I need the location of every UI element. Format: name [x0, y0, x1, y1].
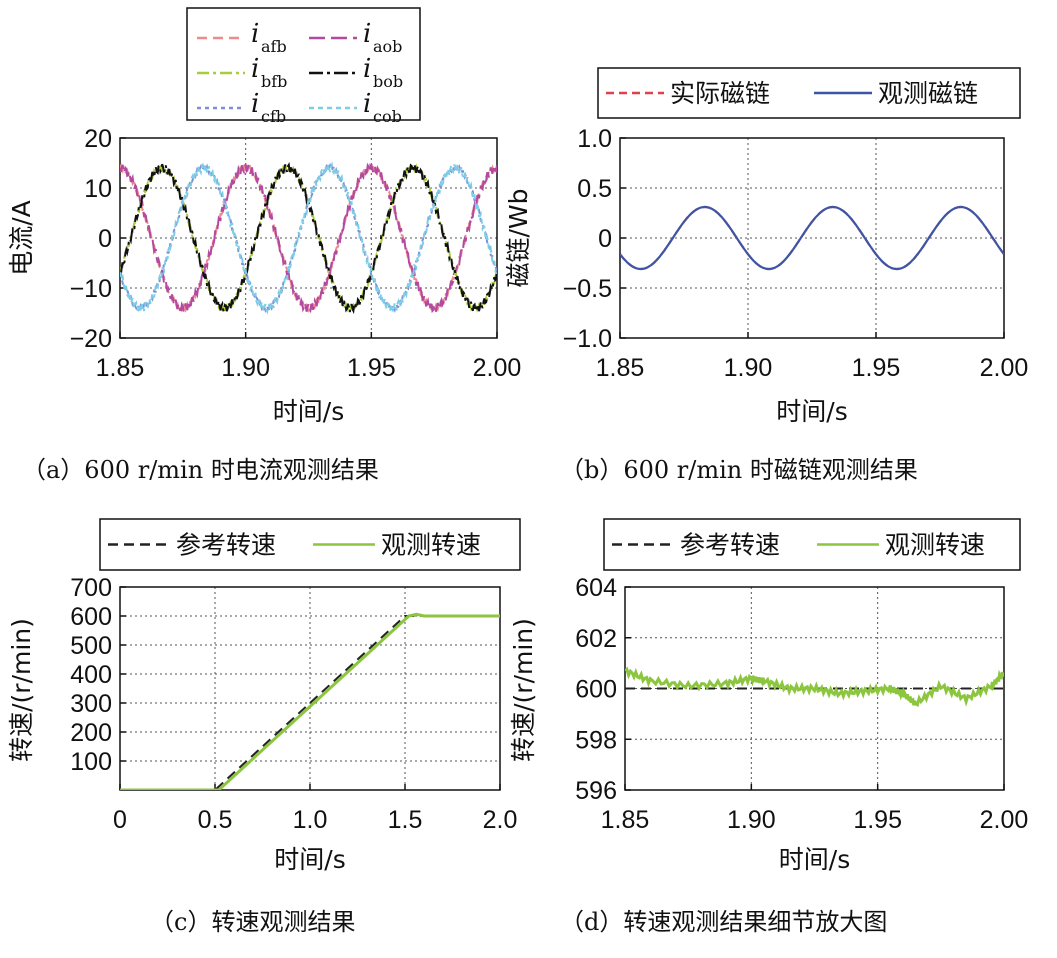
y-tick-label: −10 — [70, 275, 112, 303]
y-axis-label: 磁链/Wb — [504, 188, 533, 287]
x-tick-label: 0 — [113, 806, 127, 834]
x-tick-label: 1.0 — [293, 806, 328, 834]
legend-box — [597, 67, 1021, 119]
y-tick-label: 600 — [575, 676, 617, 704]
legend-box — [99, 518, 521, 571]
legend-label: i — [251, 89, 259, 119]
y-tick-label: 604 — [575, 574, 617, 602]
y-tick-label: 0 — [98, 225, 112, 253]
x-tick-label: 1.95 — [852, 354, 901, 382]
series-line-1 — [625, 666, 1004, 708]
panel-caption: （d）转速观测结果细节放大图 — [560, 908, 887, 936]
legend-label: 实际磁链 — [670, 79, 770, 108]
legend-label: 参考转速 — [680, 531, 780, 560]
legend-label: i — [251, 19, 259, 49]
legend-label: i — [251, 54, 259, 84]
legend-label: 观测磁链 — [878, 79, 978, 108]
plot-frame — [119, 586, 501, 791]
panel-b: 1.85 1.90 1.95 2.00 1.0 0.5 0 −0.5 −1.0 时间/s 磁链/Wb… — [504, 125, 1028, 484]
y-tick-label: −1.0 — [563, 325, 612, 353]
y-tick-label: 1.0 — [577, 125, 612, 153]
legend-box — [603, 518, 1021, 571]
x-tick-label: 1.5 — [388, 806, 423, 834]
legend-b: 实际磁链 观测磁链 — [597, 67, 1021, 119]
x-axis-label: 时间/s — [274, 845, 345, 874]
y-tick-label: 598 — [575, 726, 617, 754]
y-tick-label: 0.5 — [577, 175, 612, 203]
y-tick-label: 10 — [84, 175, 112, 203]
x-tick-label: 1.95 — [853, 806, 902, 834]
y-tick-label: −0.5 — [563, 275, 612, 303]
y-tick-label: 300 — [70, 690, 112, 718]
x-tick-label: 1.85 — [601, 806, 650, 834]
legend-label: 观测转速 — [381, 531, 481, 560]
x-axis-label: 时间/s — [273, 397, 344, 426]
x-axis-label: 时间/s — [779, 845, 850, 874]
legend-label: 观测转速 — [885, 531, 985, 560]
y-tick-label: 20 — [84, 125, 112, 153]
legend-box — [186, 7, 421, 121]
panel-caption: （b）600 r/min 时磁链观测结果 — [560, 456, 918, 484]
y-tick-label: 600 — [70, 603, 112, 631]
x-tick-label: 2.00 — [980, 806, 1029, 834]
y-tick-label: 596 — [575, 777, 617, 805]
panel-caption: （c）转速观测结果 — [150, 908, 355, 936]
legend-label: i — [363, 54, 371, 84]
panel-d: 1.85 1.90 1.95 2.00 604 602 600 598 596 时间/s 转速/(r… — [509, 574, 1028, 936]
legend-label: i — [363, 19, 371, 49]
y-tick-label: 0 — [598, 225, 612, 253]
y-tick-label: 100 — [70, 748, 112, 776]
legend-subscript: cfb — [261, 107, 286, 126]
y-tick-label: 602 — [575, 625, 617, 653]
series-line-iaob — [120, 162, 497, 314]
legend-c: 参考转速 观测转速 — [99, 518, 521, 571]
x-tick-label: 1.95 — [347, 354, 396, 382]
y-axis-label: 转速/(r/min) — [7, 618, 36, 762]
panel-caption: （a）600 r/min 时电流观测结果 — [22, 456, 379, 484]
legend-subscript: aob — [373, 37, 402, 56]
x-tick-label: 2.00 — [980, 354, 1029, 382]
x-tick-label: 2.0 — [483, 806, 518, 834]
panel-a: 1.85 1.90 1.95 2.00 20 10 0 −10 −20 时间/s 电流/A （a）60… — [7, 125, 521, 484]
series-line-1 — [120, 612, 500, 790]
y-axis-label: 转速/(r/min) — [509, 618, 538, 762]
series-line-icob — [120, 160, 497, 315]
x-tick-label: 1.85 — [96, 354, 145, 382]
x-tick-label: 1.90 — [724, 354, 773, 382]
legend-d: 参考转速 观测转速 — [603, 518, 1021, 571]
y-tick-label: 400 — [70, 661, 112, 689]
y-tick-label: 700 — [70, 574, 112, 602]
y-tick-label: 200 — [70, 719, 112, 747]
legend-label: i — [363, 89, 371, 119]
x-tick-label: 2.00 — [473, 354, 522, 382]
y-tick-label: −20 — [70, 325, 112, 353]
plot-frame — [119, 137, 498, 339]
legend-subscript: bob — [373, 72, 403, 91]
x-tick-label: 0.5 — [198, 806, 233, 834]
y-axis-label: 电流/A — [7, 200, 36, 276]
x-tick-label: 1.85 — [596, 354, 645, 382]
legend-label: 参考转速 — [176, 531, 276, 560]
x-tick-label: 1.90 — [221, 354, 270, 382]
y-tick-label: 500 — [70, 632, 112, 660]
plot-frame — [619, 137, 1005, 339]
x-axis-label: 时间/s — [776, 397, 847, 426]
legend-subscript: cob — [373, 107, 402, 126]
series-line-1 — [620, 205, 1004, 271]
legend-subscript: afb — [261, 37, 287, 56]
legend-subscript: bfb — [261, 72, 287, 91]
x-tick-label: 1.90 — [727, 806, 776, 834]
